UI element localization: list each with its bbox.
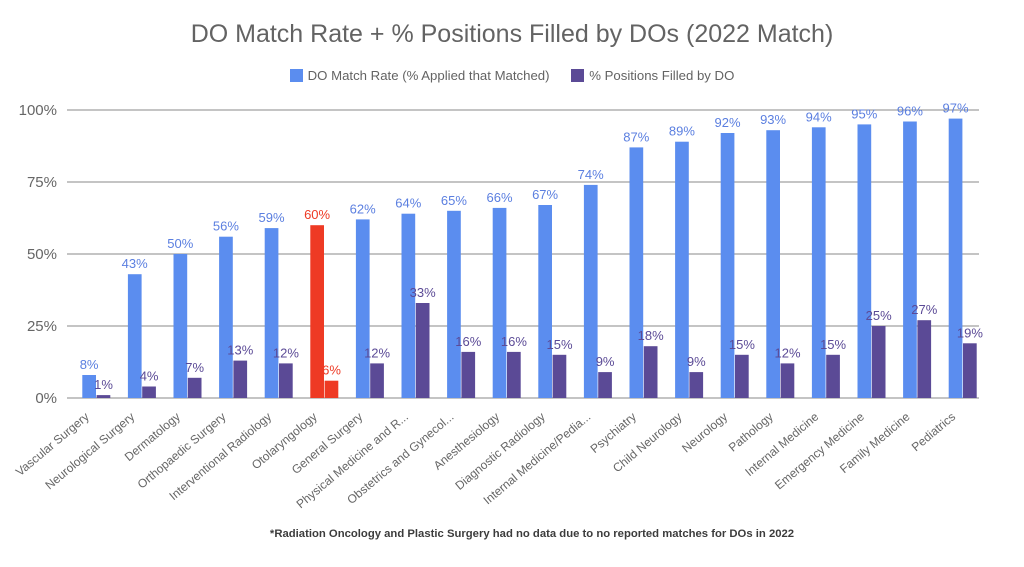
svg-text:12%: 12%	[774, 345, 800, 360]
svg-text:19%: 19%	[957, 325, 983, 340]
svg-text:66%: 66%	[486, 190, 512, 205]
svg-text:0%: 0%	[35, 390, 57, 407]
svg-text:93%: 93%	[760, 112, 786, 127]
svg-text:67%: 67%	[532, 187, 558, 202]
svg-text:50%: 50%	[27, 246, 57, 263]
svg-text:75%: 75%	[27, 174, 57, 191]
svg-text:15%: 15%	[546, 337, 572, 352]
svg-text:94%: 94%	[806, 109, 832, 124]
svg-text:15%: 15%	[729, 337, 755, 352]
svg-text:97%: 97%	[942, 101, 968, 116]
svg-text:9%: 9%	[596, 354, 615, 369]
svg-text:25%: 25%	[27, 318, 57, 335]
svg-text:18%: 18%	[638, 328, 664, 343]
svg-text:62%: 62%	[350, 201, 376, 216]
svg-text:64%: 64%	[395, 196, 421, 211]
svg-text:8%: 8%	[80, 357, 99, 372]
svg-text:16%: 16%	[501, 334, 527, 349]
svg-text:Vascular Surgery: Vascular Surgery	[13, 410, 92, 479]
svg-text:Pediatrics: Pediatrics	[909, 410, 958, 455]
svg-text:87%: 87%	[623, 129, 649, 144]
svg-text:7%: 7%	[185, 360, 204, 375]
svg-text:50%: 50%	[167, 236, 193, 251]
svg-text:27%: 27%	[911, 302, 937, 317]
svg-text:12%: 12%	[364, 345, 390, 360]
svg-text:89%: 89%	[669, 124, 695, 139]
svg-text:4%: 4%	[140, 369, 159, 384]
svg-text:74%: 74%	[578, 167, 604, 182]
svg-text:9%: 9%	[687, 354, 706, 369]
svg-text:65%: 65%	[441, 193, 467, 208]
svg-text:Neurology: Neurology	[679, 410, 730, 456]
svg-text:15%: 15%	[820, 337, 846, 352]
svg-text:100%: 100%	[19, 102, 57, 119]
svg-text:59%: 59%	[258, 210, 284, 225]
svg-text:95%: 95%	[851, 106, 877, 121]
svg-text:1%: 1%	[94, 377, 113, 392]
svg-text:13%: 13%	[227, 343, 253, 358]
svg-text:43%: 43%	[122, 256, 148, 271]
svg-text:12%: 12%	[273, 345, 299, 360]
svg-text:33%: 33%	[410, 285, 436, 300]
svg-text:92%: 92%	[714, 115, 740, 130]
svg-text:60%: 60%	[304, 207, 330, 222]
svg-text:25%: 25%	[866, 308, 892, 323]
svg-text:96%: 96%	[897, 104, 923, 119]
svg-text:16%: 16%	[455, 334, 481, 349]
svg-text:6%: 6%	[322, 363, 341, 378]
svg-text:56%: 56%	[213, 219, 239, 234]
